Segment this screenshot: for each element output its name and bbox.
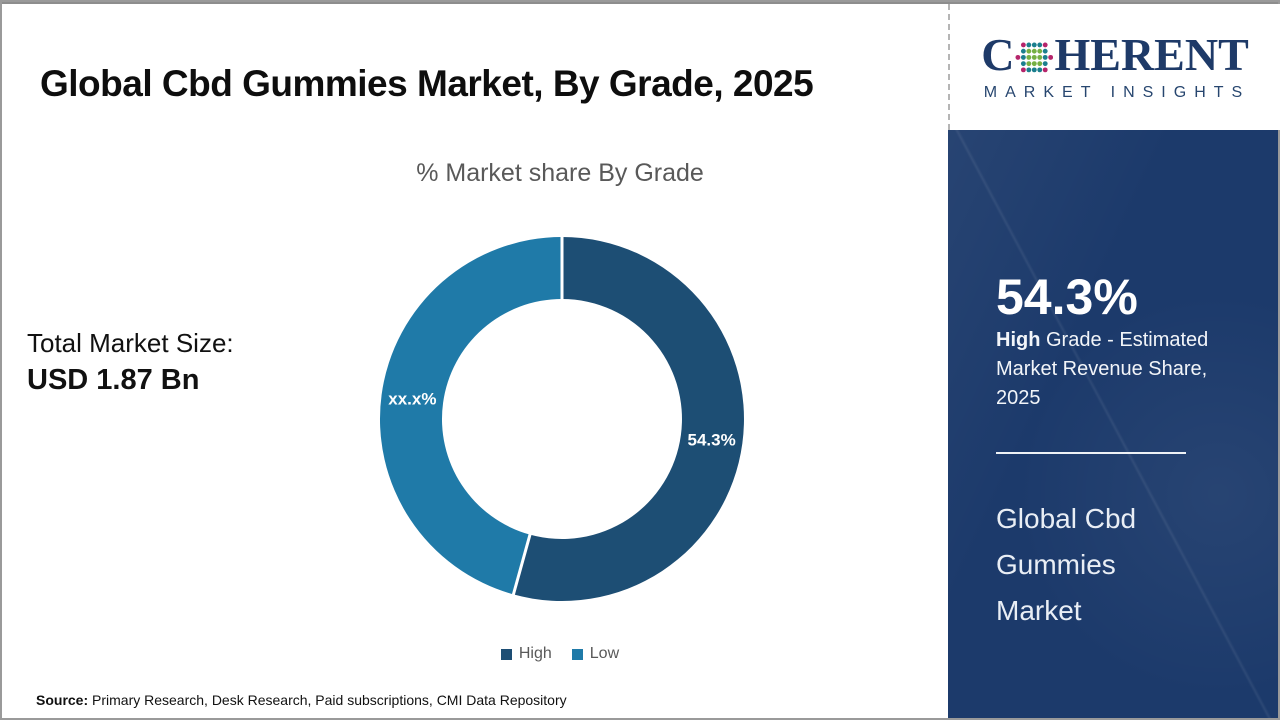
source-note: Source: Primary Research, Desk Research,… [36, 692, 567, 708]
logo-subtitle: MARKET INSIGHTS [983, 84, 1251, 101]
logo-letters-rest: HERENT [1054, 29, 1249, 80]
donut-segment-low [379, 236, 562, 595]
total-market-size-label: Total Market Size: [27, 328, 234, 358]
source-label: Source: [36, 692, 89, 708]
legend-swatch-high [500, 648, 512, 660]
sidebar-stat-grade: High [996, 329, 1041, 351]
globe-dot [1032, 41, 1038, 47]
globe-dot [1032, 66, 1038, 72]
globe-dot [1021, 48, 1027, 54]
total-market-size-value: USD 1.87 Bn [27, 364, 200, 396]
donut-chart: 54.3% xx.x% [370, 227, 754, 611]
legend-item-low: Low [571, 645, 620, 663]
globe-dot [1026, 41, 1032, 47]
chart-title: % Market share By Grade [416, 159, 704, 187]
globe-dot [1037, 66, 1043, 72]
donut-segment-high [513, 237, 744, 601]
globe-dot [1043, 66, 1049, 72]
page-title: Global Cbd Gummies Market, By Grade, 202… [40, 62, 814, 104]
logo: C HERENT MARKET INSIGHTS [948, 4, 1280, 130]
chart-legend: High Low [260, 645, 860, 663]
sidebar: 54.3% High Grade - Estimated Market Reve… [948, 130, 1278, 718]
globe-dot [1032, 54, 1038, 60]
globe-dot [1037, 41, 1043, 47]
globe-dot [1043, 41, 1049, 47]
globe-dot [1037, 54, 1043, 60]
logo-wordmark: C HERENT [981, 32, 1249, 78]
globe-dot [1026, 60, 1032, 66]
legend-label-high: High [518, 645, 552, 662]
globe-dot [1043, 48, 1049, 54]
sidebar-divider [996, 452, 1186, 454]
logo-letter-c: C [981, 29, 1015, 80]
donut-label-low: xx.x% [388, 390, 436, 409]
donut-chart-svg: 54.3% xx.x% [379, 236, 744, 601]
segment-separator [511, 533, 532, 596]
globe-dot [1015, 54, 1021, 60]
globe-dot [1021, 54, 1027, 60]
sidebar-stat-description: High Grade - Estimated Market Revenue Sh… [996, 329, 1209, 409]
globe-dot [1048, 54, 1054, 60]
globe-dot [1032, 48, 1038, 54]
globe-dot [1043, 60, 1049, 66]
legend-label-low: Low [589, 645, 620, 662]
globe-dot [1043, 54, 1049, 60]
globe-dot [1021, 60, 1027, 66]
sidebar-market-title: Global Cbd Gummies Market [996, 503, 1137, 626]
globe-dot [1021, 66, 1027, 72]
globe-dot [1037, 60, 1043, 66]
sidebar-stat-value: 54.3% [996, 269, 1138, 325]
legend-swatch-low [571, 648, 583, 660]
globe-dot [1026, 54, 1032, 60]
globe-dots-icon [1015, 41, 1054, 72]
donut-label-high: 54.3% [688, 430, 736, 449]
globe-dot [1026, 66, 1032, 72]
globe-dot [1026, 48, 1032, 54]
globe-dot [1037, 48, 1043, 54]
legend-item-high: High [500, 645, 552, 663]
total-market-size: Total Market Size: USD 1.87 Bn [27, 326, 234, 400]
globe-dot [1021, 41, 1027, 47]
globe-dot [1032, 60, 1038, 66]
